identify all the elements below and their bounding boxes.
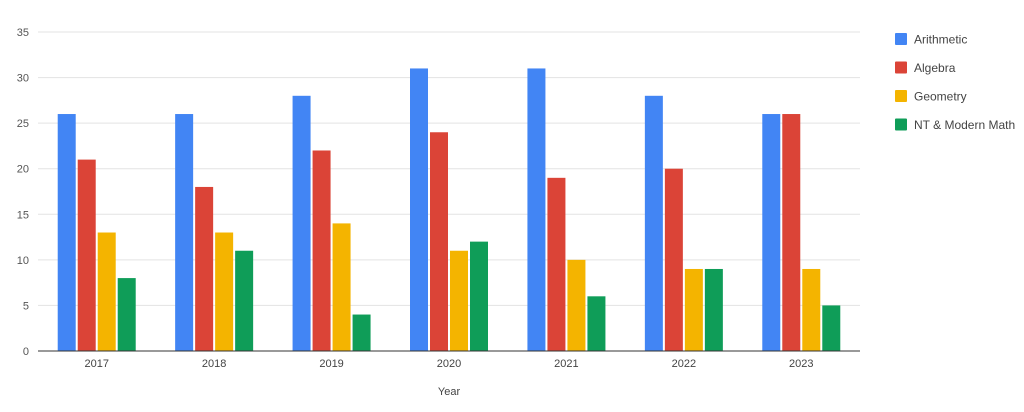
legend-item[interactable]: NT & Modern Math xyxy=(895,118,1015,132)
x-tick-label: 2018 xyxy=(202,358,226,370)
bar-algebra-2021[interactable] xyxy=(547,177,566,351)
y-tick-label: 10 xyxy=(17,255,29,267)
bar-geometry-2017[interactable] xyxy=(97,232,116,351)
y-tick-label: 0 xyxy=(23,346,29,358)
bar-geometry-2021[interactable] xyxy=(567,259,586,351)
bar-nt-modern-math-2022[interactable] xyxy=(704,268,723,351)
legend-label: Geometry xyxy=(914,90,967,104)
bar-nt-modern-math-2020[interactable] xyxy=(470,241,488,351)
bar-nt-modern-math-2023[interactable] xyxy=(822,305,841,351)
bar-nt-modern-math-2018[interactable] xyxy=(235,250,254,351)
x-tick-label: 2017 xyxy=(84,358,108,370)
bar-nt-modern-math-2021[interactable] xyxy=(587,296,606,351)
legend-item[interactable]: Algebra xyxy=(895,61,956,75)
legend-item[interactable]: Arithmetic xyxy=(895,33,967,47)
legend-swatch xyxy=(895,33,907,45)
gridlines xyxy=(38,31,860,306)
x-axis-ticks: 2017 2018 2019 2020 2021 2022 2023 xyxy=(84,358,813,370)
legend-swatch xyxy=(895,90,907,102)
bar-geometry-2023[interactable] xyxy=(802,268,821,351)
y-tick-label: 20 xyxy=(17,164,29,176)
x-tick-label: 2020 xyxy=(437,358,461,370)
legend-swatch xyxy=(895,118,907,131)
legend-item[interactable]: Geometry xyxy=(895,90,967,104)
bar-arithmetic-2023[interactable] xyxy=(762,114,781,352)
legend-label: Arithmetic xyxy=(914,33,967,47)
bar-arithmetic-2017[interactable] xyxy=(57,114,76,352)
bar-geometry-2022[interactable] xyxy=(684,268,703,351)
bar-algebra-2018[interactable] xyxy=(195,186,214,351)
bars xyxy=(57,68,841,352)
y-tick-label: 35 xyxy=(17,27,29,39)
legend-swatch xyxy=(895,61,907,74)
bar-arithmetic-2020[interactable] xyxy=(410,68,428,351)
bar-geometry-2019[interactable] xyxy=(332,223,351,351)
bar-arithmetic-2021[interactable] xyxy=(527,68,546,351)
y-tick-label: 5 xyxy=(23,300,29,312)
x-tick-label: 2021 xyxy=(554,358,578,370)
y-axis-ticks: 0 5 10 15 20 25 30 35 xyxy=(17,27,29,358)
bar-algebra-2017[interactable] xyxy=(77,159,96,351)
bar-algebra-2020[interactable] xyxy=(430,132,448,351)
bar-algebra-2022[interactable] xyxy=(664,168,683,351)
y-tick-label: 30 xyxy=(17,73,29,85)
bar-arithmetic-2018[interactable] xyxy=(175,114,194,352)
bar-arithmetic-2019[interactable] xyxy=(292,95,311,351)
y-tick-label: 15 xyxy=(17,209,29,221)
legend[interactable]: Arithmetic Algebra Geometry NT & Modern Mat… xyxy=(895,33,1015,133)
y-tick-label: 25 xyxy=(17,118,29,130)
x-tick-label: 2022 xyxy=(672,358,696,370)
x-axis-title: Year xyxy=(438,386,461,398)
bar-nt-modern-math-2017[interactable] xyxy=(117,278,136,351)
bar-algebra-2019[interactable] xyxy=(312,150,331,351)
bar-nt-modern-math-2019[interactable] xyxy=(352,314,371,351)
bar-arithmetic-2022[interactable] xyxy=(644,95,663,351)
bar-geometry-2020[interactable] xyxy=(450,250,468,351)
legend-label: Algebra xyxy=(914,61,956,75)
x-tick-label: 2023 xyxy=(789,358,813,370)
x-tick-label: 2019 xyxy=(319,358,343,370)
bar-geometry-2018[interactable] xyxy=(215,232,234,351)
legend-label: NT & Modern Math xyxy=(914,118,1015,132)
bar-algebra-2023[interactable] xyxy=(782,114,801,352)
